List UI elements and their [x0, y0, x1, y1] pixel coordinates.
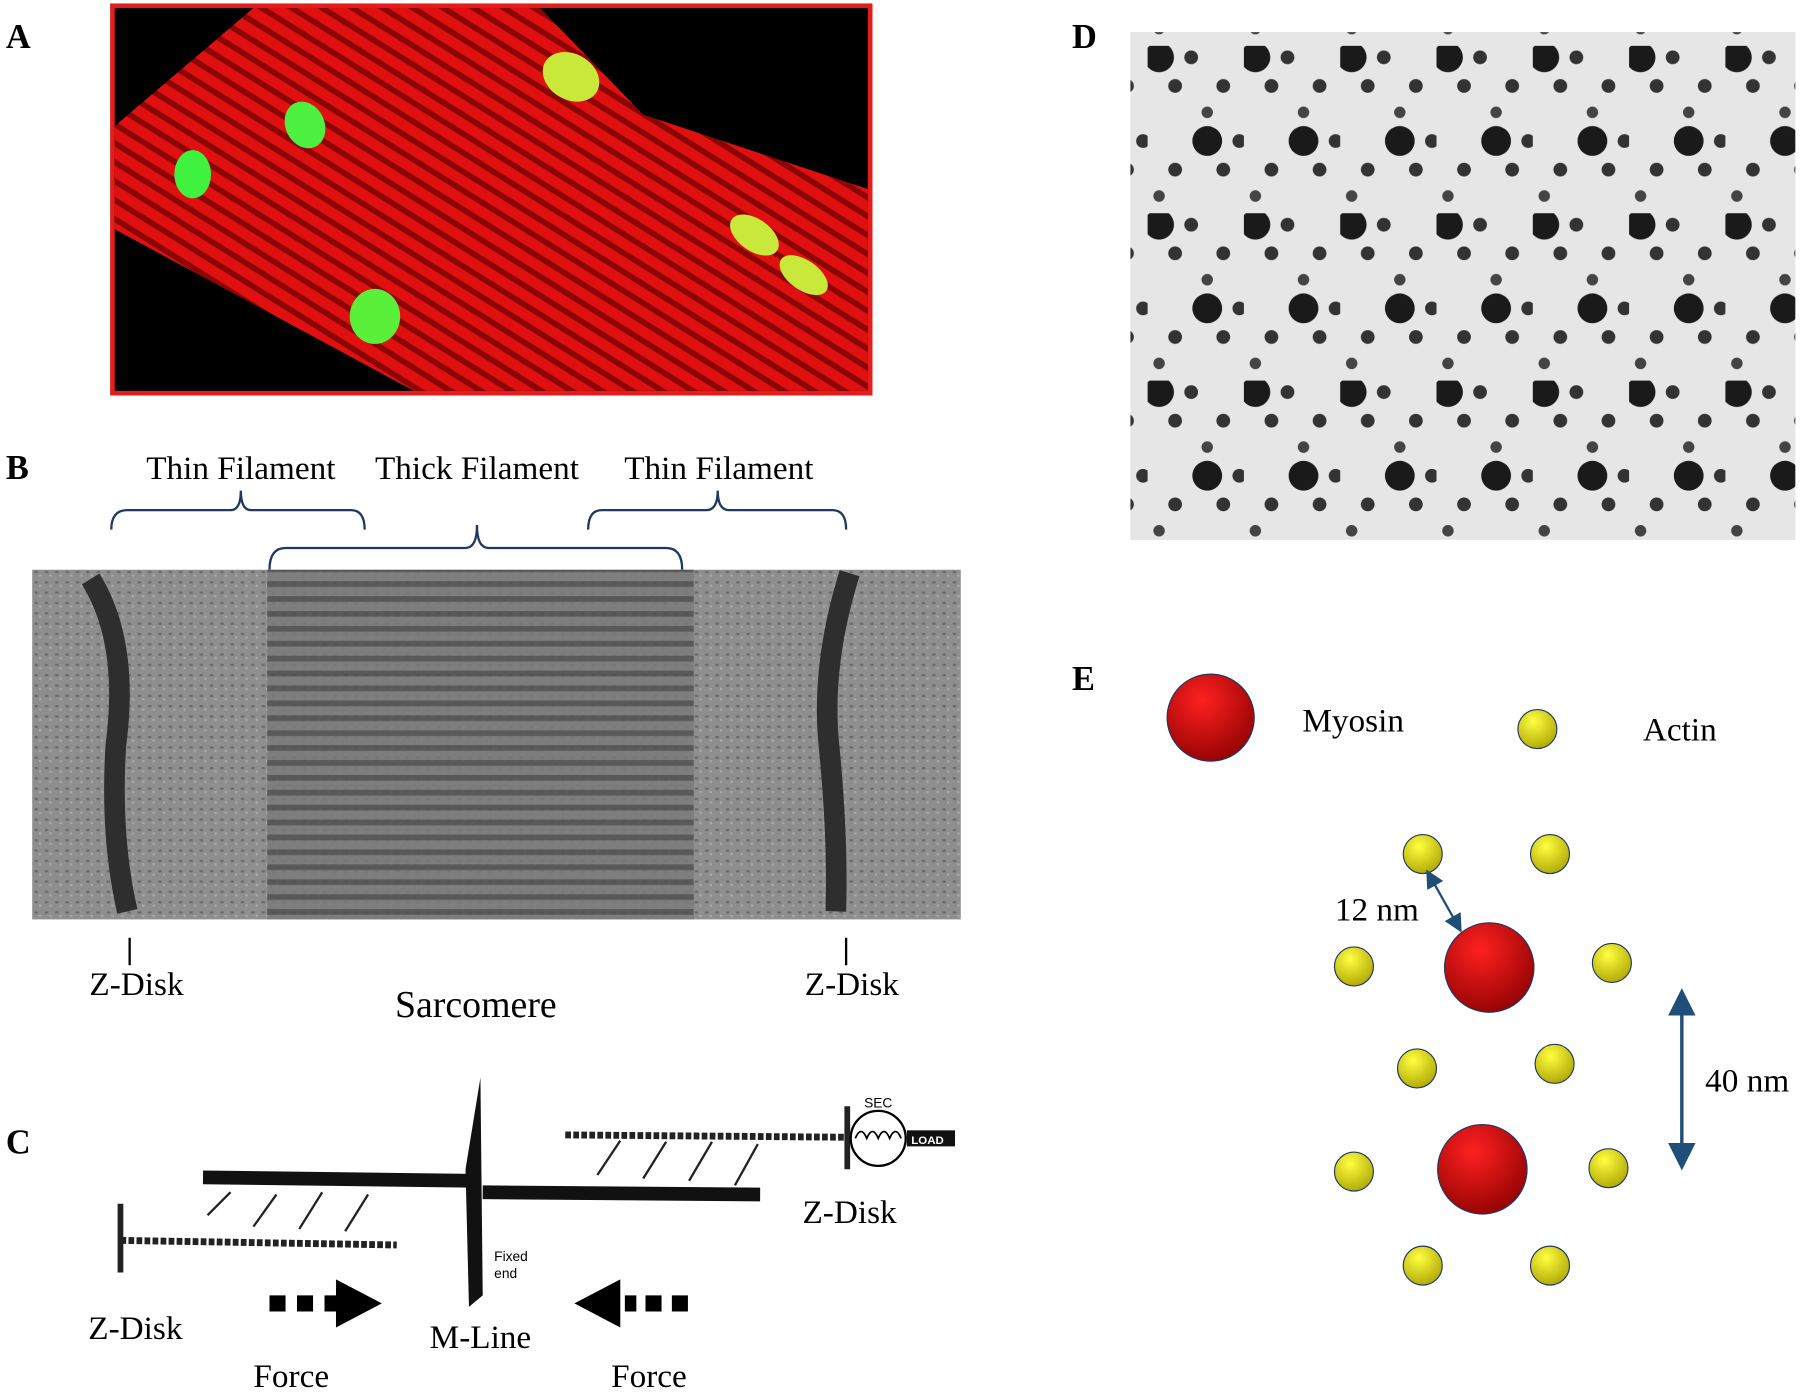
load-label: LOAD	[911, 1135, 943, 1147]
fixed-label: end	[494, 1266, 517, 1281]
myosin	[1443, 922, 1535, 1013]
load-box	[906, 1130, 956, 1147]
bracket-label: Thin Filament	[624, 450, 814, 487]
nucleus	[349, 288, 401, 344]
actin	[1534, 1043, 1575, 1084]
panel-label: C	[6, 1123, 31, 1161]
nucleus	[730, 214, 779, 256]
panel-label: D	[1072, 18, 1097, 56]
z-line	[816, 570, 860, 912]
actin	[1333, 1151, 1375, 1192]
spring-coil	[854, 1130, 902, 1141]
legend-label: Actin	[1643, 712, 1717, 749]
bracket-label: Thin Filament	[146, 450, 336, 487]
actin	[1402, 833, 1443, 875]
actin	[1396, 1048, 1438, 1089]
actin	[1333, 946, 1375, 987]
force-label: Force	[253, 1358, 329, 1394]
thick-filament	[202, 1170, 472, 1188]
bracket-label: Thick Filament	[375, 450, 580, 487]
legend-label: Myosin	[1302, 702, 1404, 739]
z-disk-label: Z-Disk	[802, 1194, 897, 1231]
nucleus	[542, 51, 600, 102]
panel-label: A	[6, 18, 31, 56]
panel-label: B	[6, 449, 29, 487]
sarcomere-label: Sarcomere	[395, 984, 557, 1026]
force-arrow	[269, 1279, 382, 1328]
z-disk-label: Z-Disk	[89, 966, 184, 1003]
a-band	[267, 569, 694, 920]
actin	[1588, 1148, 1629, 1189]
m-line	[465, 1077, 483, 1307]
distance-label: 40 nm	[1705, 1062, 1789, 1099]
bracket	[110, 490, 366, 530]
cross-bridge	[206, 1140, 759, 1232]
myosin	[1437, 1124, 1528, 1215]
sec-label: SEC	[864, 1095, 892, 1110]
micrograph-d	[1130, 32, 1796, 540]
distance-label: 12 nm	[1335, 892, 1419, 929]
distance-arrow	[1426, 869, 1462, 933]
m-line-label: M-Line	[430, 1319, 532, 1356]
nucleus	[174, 150, 212, 199]
thick-filament	[482, 1185, 761, 1202]
bracket	[268, 525, 684, 570]
z-line	[81, 573, 138, 914]
actin	[1529, 1245, 1571, 1286]
actin-icon	[1517, 709, 1558, 750]
thin-filament	[565, 1131, 844, 1141]
panel-label: E	[1072, 660, 1095, 698]
nucleus	[779, 255, 828, 296]
actin	[1402, 1245, 1443, 1286]
bracket	[587, 490, 848, 530]
actin-lattice	[1333, 833, 1632, 1286]
z-disk-label: Z-Disk	[805, 966, 900, 1003]
fixed-label: Fixed	[494, 1249, 528, 1264]
actin	[1529, 833, 1571, 875]
force-label: Force	[611, 1358, 687, 1394]
thin-filament	[120, 1236, 397, 1249]
actin	[1591, 942, 1632, 984]
z-disk-label: Z-Disk	[88, 1310, 183, 1347]
myosin-icon	[1166, 673, 1255, 762]
force-arrow	[574, 1279, 688, 1328]
nucleus	[284, 101, 326, 149]
